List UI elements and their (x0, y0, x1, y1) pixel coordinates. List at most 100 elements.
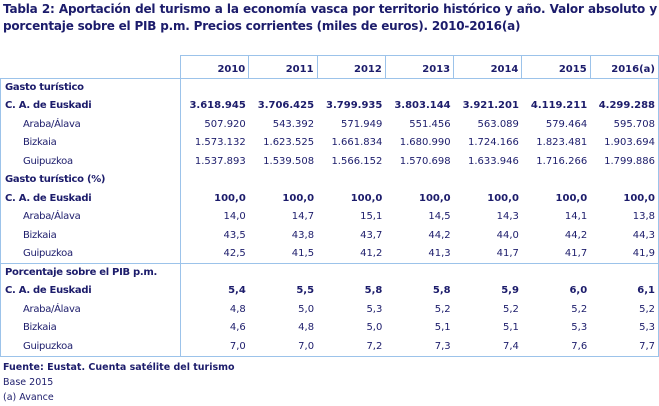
value-cell: 5,8 (364, 285, 383, 297)
value-cell: 41,7 (453, 245, 522, 264)
value-cell: 1.570.698 (399, 155, 451, 167)
value-cell: 14,7 (291, 211, 315, 223)
value-cell: 7,4 (453, 337, 522, 357)
value-cell: 13,8 (590, 208, 659, 227)
row-label: Guipuzkoa (0, 245, 181, 264)
empty-cell (590, 78, 659, 97)
row-label: Guipuzkoa (0, 337, 181, 357)
value-cell: 100,0 (487, 192, 519, 204)
year-header: 2015 (521, 55, 591, 79)
value-cell: 1.724.166 (468, 137, 519, 149)
table-row: C. A. de Euskadi 100,0 100,0 100,0 100,0 100,… (0, 189, 659, 208)
value-cell: 5,0 (298, 303, 315, 315)
row-label: Araba/Álava (0, 115, 181, 134)
value-cell: 4.299.288 (590, 97, 659, 116)
value-cell: 5,1 (503, 322, 519, 334)
year-header: 2013 (384, 55, 454, 79)
advance-note: (a) Avance (3, 392, 54, 403)
value-cell: 595.708 (590, 115, 659, 134)
value-cell: 15,1 (360, 211, 383, 223)
empty-cell (522, 264, 590, 283)
row-label: C. A. de Euskadi (0, 282, 181, 301)
empty-cell (249, 171, 317, 190)
row-label: Bizkaia (0, 319, 181, 338)
value-cell: 1.539.508 (263, 155, 315, 167)
value-cell: 563.089 (477, 118, 519, 130)
row-label: Bizkaia (0, 226, 181, 245)
value-cell: 1.823.481 (536, 137, 588, 149)
empty-cell (385, 264, 453, 283)
value-cell: 44,2 (564, 229, 588, 241)
table-row: Guipuzkoa 42,5 41,5 41,2 41,3 41,7 41,7 41,9 (0, 245, 659, 264)
value-cell: 4,8 (229, 303, 246, 315)
value-cell: 44,3 (590, 226, 659, 245)
section-label: Gasto turístico (%) (0, 171, 181, 190)
value-cell: 3.706.425 (257, 100, 315, 112)
value-cell: 41,3 (385, 245, 454, 264)
value-cell: 43,5 (223, 229, 246, 241)
row-label: Araba/Álava (0, 208, 181, 227)
section-label: Porcentaje sobre el PIB p.m. (0, 263, 181, 282)
value-cell: 5,2 (434, 303, 451, 315)
value-cell: 5,5 (296, 285, 315, 297)
value-cell: 3.803.144 (394, 100, 451, 112)
value-cell: 5,3 (571, 322, 588, 334)
value-cell: 100,0 (590, 189, 659, 208)
empty-cell (385, 79, 453, 98)
value-cell: 5,2 (590, 300, 659, 319)
table-row: Bizkaia 1.573.132 1.623.525 1.661.834 1.680.… (0, 134, 659, 153)
value-cell: 1.633.946 (468, 155, 519, 167)
empty-cell (454, 171, 522, 190)
section-header-row: Gasto turístico (%) (0, 171, 659, 190)
empty-cell (454, 79, 522, 98)
value-cell: 7,3 (385, 337, 454, 357)
empty-cell (522, 79, 590, 98)
value-cell: 100,0 (214, 192, 246, 204)
value-cell: 44,0 (496, 229, 519, 241)
data-table: 2010 2011 2012 2013 2014 2015 2016(a) Gasto tur… (0, 55, 659, 357)
table-row: Bizkaia 43,5 43,8 43,7 44,2 44,0 44,2 44,3 (0, 226, 659, 245)
row-label: Araba/Álava (0, 300, 181, 319)
value-cell: 14,0 (223, 211, 246, 223)
table-row: Araba/Álava 4,8 5,0 5,3 5,2 5,2 5,2 5,2 (0, 300, 659, 319)
value-cell: 7,6 (521, 337, 591, 357)
base-note: Base 2015 (3, 377, 54, 388)
value-cell: 1.903.694 (590, 134, 659, 153)
value-cell: 7,2 (317, 337, 386, 357)
empty-cell (317, 79, 385, 98)
value-cell: 14,1 (564, 211, 588, 223)
value-cell: 1.566.152 (331, 155, 383, 167)
table-row: C. A. de Euskadi 3.618.945 3.706.425 3.799.… (0, 97, 659, 116)
empty-cell (181, 171, 249, 190)
value-cell: 4.119.211 (530, 100, 588, 112)
value-cell: 41,5 (248, 245, 318, 264)
value-cell: 1.680.990 (399, 137, 451, 149)
row-label: C. A. de Euskadi (0, 189, 181, 208)
value-cell: 100,0 (418, 192, 451, 204)
value-cell: 6,0 (569, 285, 588, 297)
value-cell: 4,6 (229, 322, 246, 334)
value-cell: 7,0 (180, 337, 249, 357)
empty-cell (181, 264, 249, 283)
value-cell: 5,2 (503, 303, 519, 315)
table-title: Tabla 2: Aportación del turismo a la eco… (3, 2, 657, 33)
value-cell: 3.618.945 (189, 100, 246, 112)
row-label: Guipuzkoa (0, 152, 181, 171)
value-cell: 4,8 (298, 322, 315, 334)
value-cell: 14,5 (428, 211, 451, 223)
value-cell: 41,7 (521, 245, 591, 264)
row-label: Bizkaia (0, 134, 181, 153)
empty-cell (454, 264, 522, 283)
empty-cell (249, 79, 317, 98)
value-cell: 5,3 (590, 319, 659, 338)
value-cell: 41,9 (590, 245, 659, 264)
value-cell: 1.573.132 (194, 137, 246, 149)
source-note: Fuente: Eustat. Cuenta satélite del turi… (3, 362, 235, 373)
empty-cell (249, 264, 317, 283)
table-row: Guipuzkoa 1.537.893 1.539.508 1.566.152 1.57… (0, 152, 659, 171)
value-cell: 41,2 (317, 245, 386, 264)
row-label: C. A. de Euskadi (0, 97, 181, 116)
header-blank (0, 55, 181, 79)
year-header: 2016(a) (589, 55, 659, 79)
empty-cell (522, 171, 590, 190)
